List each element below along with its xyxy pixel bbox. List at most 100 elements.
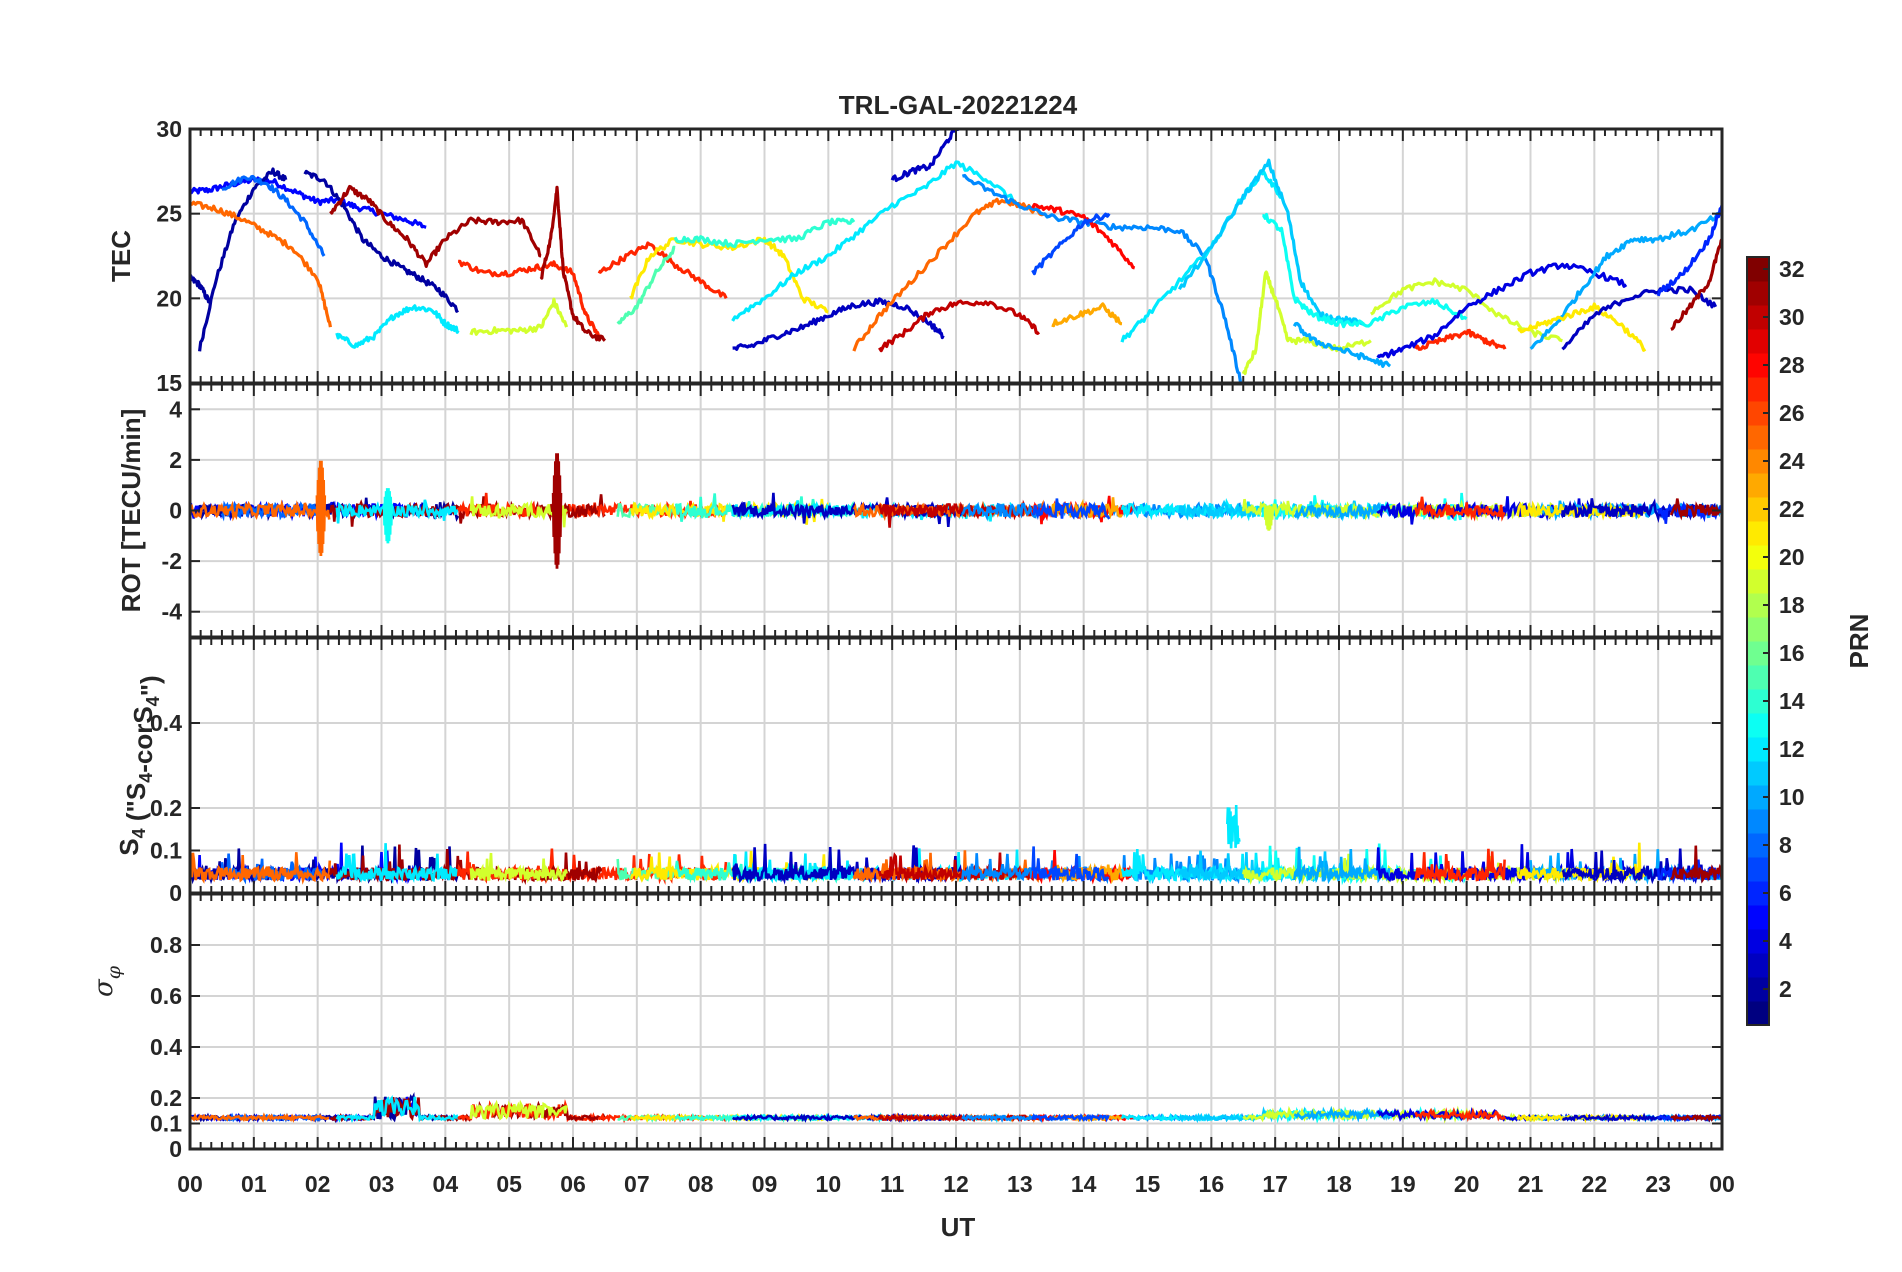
tec-series-line: [1292, 321, 1392, 368]
tec-series-line: [1031, 202, 1136, 270]
rot-series-line: [1414, 496, 1506, 522]
x-tick-label: 11: [880, 1171, 905, 1197]
x-tick-label: 20: [1454, 1171, 1480, 1197]
y-tick-label: 20: [156, 285, 182, 311]
panel-sigma_phi: 00.10.2 0.4 0.6 0.8 σφ: [89, 892, 1724, 1162]
rot-series-line: [190, 499, 331, 522]
colorbar-cell: [1747, 977, 1769, 1002]
colorbar-tick-label: 8: [1779, 832, 1792, 858]
grid-tec: [190, 129, 1722, 383]
y-tick-label: 0.6: [150, 983, 182, 1009]
x-tick-label: 08: [688, 1171, 714, 1197]
colorbar-cell: [1747, 1001, 1769, 1026]
colorbar-cell: [1747, 953, 1769, 978]
sigma-series-line: [469, 1099, 568, 1121]
x-tick-label: 14: [1071, 1171, 1097, 1197]
x-tick-label: 19: [1390, 1171, 1416, 1197]
tec-series-line: [190, 274, 211, 304]
colorbar-cell: [1747, 449, 1769, 474]
tec-series-line: [1376, 262, 1628, 359]
colorbar-cell: [1747, 545, 1769, 570]
sigma-series-line: [190, 1112, 330, 1123]
plot-area-sigma_phi: [190, 1092, 1722, 1124]
tec-series-line: [539, 185, 607, 342]
plot-area-rot: [190, 453, 1722, 569]
x-tick-label: 23: [1645, 1171, 1671, 1197]
s4-y-label: S4 ("S4-corS4"): [114, 675, 165, 855]
sigma-axes-frame: [188, 892, 1724, 1151]
rot-series-line: [539, 494, 606, 522]
x-tick-label: 10: [816, 1171, 842, 1197]
tec-series-line: [616, 245, 676, 325]
x-tick-label: 21: [1518, 1171, 1544, 1197]
colorbar-cell: [1747, 281, 1769, 306]
rot-spike: [382, 488, 394, 544]
colorbar-tick-label: 28: [1779, 352, 1805, 378]
sigma-series-line: [335, 1095, 460, 1124]
x-tick-label: 18: [1326, 1171, 1352, 1197]
y-tick-label: 4: [169, 396, 182, 422]
colorbar-frame: [1746, 256, 1770, 1026]
rot-spike: [1263, 505, 1274, 531]
colorbar-cell: [1747, 929, 1769, 954]
x-tick-label: 05: [496, 1171, 522, 1197]
colorbar-tick-label: 12: [1779, 736, 1805, 762]
x-axis-label: UT: [941, 1212, 976, 1242]
colorbar-cell: [1747, 329, 1769, 354]
x-tick-label: 04: [433, 1171, 459, 1197]
plot-area-tec: [190, 129, 1722, 383]
tec-series-line: [469, 297, 569, 336]
rot-y-label: ROT [TECU/min]: [116, 409, 146, 613]
x-tick-label: 02: [305, 1171, 331, 1197]
colorbar-label: PRN: [1844, 614, 1874, 669]
rot-series-line: [1293, 501, 1392, 521]
colorbar-cell: [1747, 665, 1769, 690]
tec-series-line: [629, 236, 829, 314]
colorbar-cell: [1747, 857, 1769, 882]
panel-s4: 0 0.1 0.2 0.4S4 ("S4-corS4"): [114, 636, 1724, 906]
y-tick-label: -4: [162, 599, 183, 625]
tec-series-line: [198, 167, 288, 352]
colorbar-cell: [1747, 881, 1769, 906]
colorbar-tick-label: 26: [1779, 400, 1805, 426]
colorbar-tick-label: 10: [1779, 784, 1805, 810]
tec-series-line: [335, 304, 460, 349]
y-tick-label: 0.2: [150, 795, 182, 821]
tec-series-line: [1120, 169, 1283, 343]
colorbar-cell: [1747, 785, 1769, 810]
x-tick-label: 13: [1007, 1171, 1033, 1197]
colorbar-tick-label: 16: [1779, 640, 1805, 666]
s4-series-line: [878, 852, 1040, 884]
rot-series-line: [469, 496, 568, 528]
s4-series-line: [1031, 846, 1110, 883]
colorbar-cell: [1747, 809, 1769, 834]
tec-series-line: [1656, 204, 1722, 297]
y-tick-label: 15: [156, 370, 182, 396]
s4-series-line: [469, 852, 568, 884]
sigma-series-line: [1414, 1107, 1507, 1123]
y-tick-label: 0.4: [150, 710, 182, 736]
x-tick-label: 00: [1709, 1171, 1735, 1197]
tec-series-line: [1241, 270, 1372, 375]
x-tick-label: 12: [943, 1171, 969, 1197]
tec-series-line: [597, 241, 728, 299]
rot-spike: [315, 460, 327, 557]
tec-series-line: [1031, 212, 1111, 276]
sigma-series-line: [540, 1103, 607, 1122]
colorbar-tick-label: 18: [1779, 592, 1805, 618]
sigma-y-label: σφ: [89, 965, 125, 997]
colorbar-cell: [1747, 257, 1769, 282]
sigma-series-line: [1670, 1113, 1722, 1123]
colorbar-tick-label: 24: [1779, 448, 1805, 474]
rot-series-line: [1561, 498, 1717, 523]
tec-y-label: TEC: [106, 230, 136, 282]
x-tick-label: 09: [752, 1171, 778, 1197]
tec-series-line: [878, 299, 1041, 353]
colorbar-cell: [1747, 737, 1769, 762]
sigma-series-line: [1031, 1113, 1110, 1123]
panel-rot: -4 -2 0 2 4 ROT [TECU/min]: [116, 382, 1724, 639]
tec-series-line: [961, 173, 1243, 383]
colorbar-cell: [1747, 473, 1769, 498]
colorbar-cell: [1747, 305, 1769, 330]
